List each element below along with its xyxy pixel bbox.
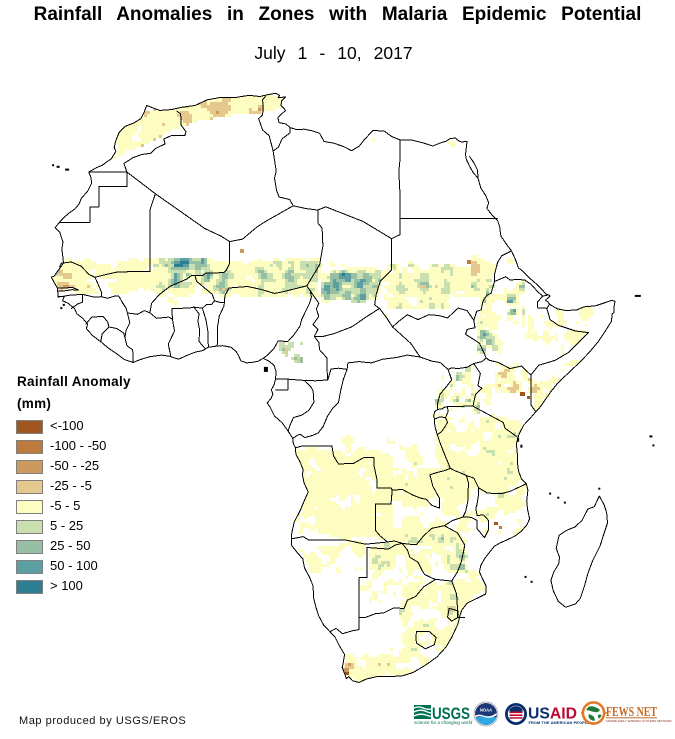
svg-text:USAID: USAID bbox=[528, 706, 577, 723]
svg-text:USGS: USGS bbox=[432, 704, 470, 723]
svg-text:FROM THE AMERICAN PEOPLE: FROM THE AMERICAN PEOPLE bbox=[529, 720, 591, 725]
svg-text:FEWS NET: FEWS NET bbox=[606, 705, 657, 720]
svg-text:NOAA: NOAA bbox=[480, 708, 492, 713]
svg-text:science for a changing world: science for a changing world bbox=[414, 720, 473, 725]
svg-text:FAMINE EARLY WARNING SYSTEMS N: FAMINE EARLY WARNING SYSTEMS NETWORK bbox=[606, 719, 672, 723]
